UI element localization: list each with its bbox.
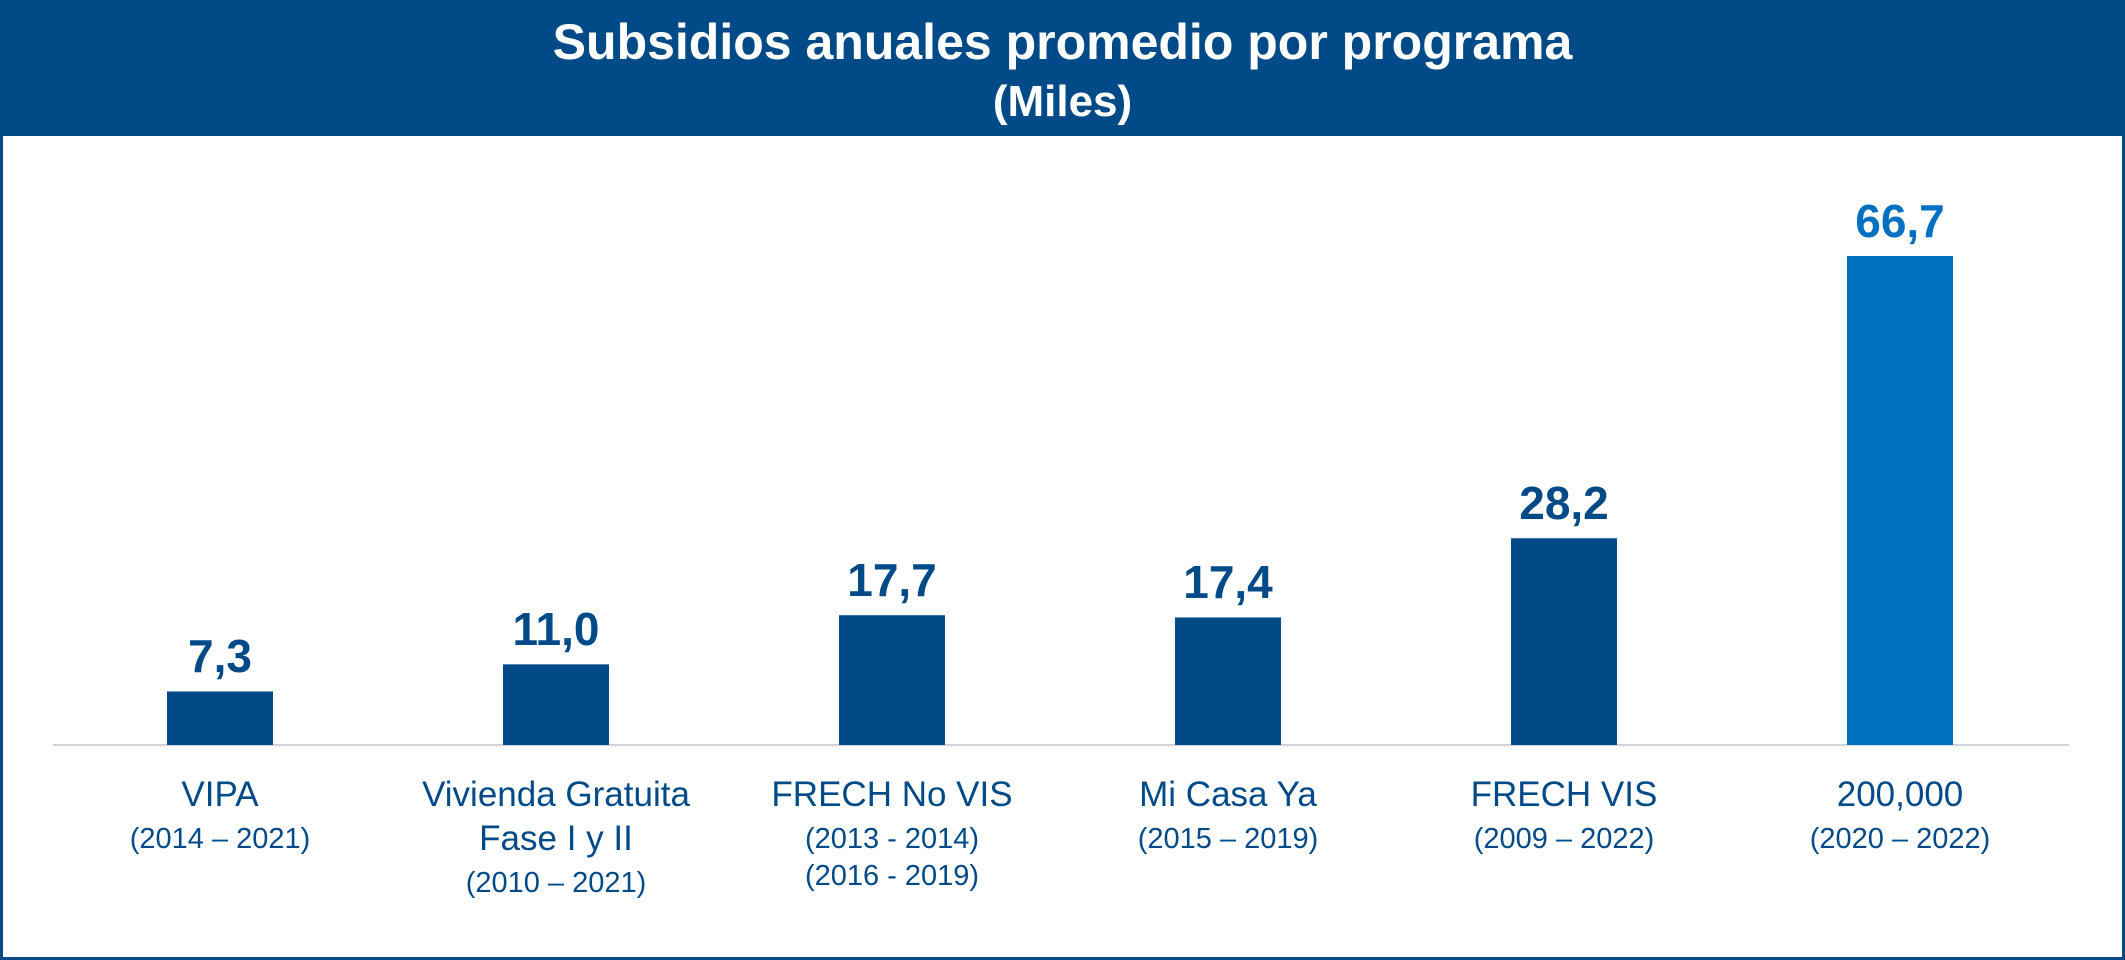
period-label: (2020 – 2022) (1809, 823, 1991, 855)
x-tick-label: VIPA (181, 775, 259, 814)
x-tick-label: 200,000 (1836, 775, 1964, 814)
value-label: 28,2 (1519, 477, 1609, 530)
x-tick-label: Vivienda Gratuita Fase I y II (422, 775, 690, 858)
period-label: (2009 – 2022) (1473, 823, 1655, 855)
plot (53, 256, 2069, 746)
x-tick-label: FRECH VIS (1470, 775, 1658, 814)
period-label: (2016 - 2019) (804, 860, 980, 892)
bar (1847, 256, 1953, 745)
x-tick-label: Mi Casa Ya (1139, 775, 1317, 814)
bar (839, 615, 945, 745)
period-label: (2015 – 2019) (1137, 823, 1319, 855)
header: Subsidios anuales promedio por programa … (3, 3, 2122, 136)
value-label: 17,7 (847, 554, 937, 607)
value-label: 7,3 (188, 630, 252, 683)
period-label: (2014 – 2021) (129, 823, 311, 855)
bar (1511, 538, 1617, 745)
value-label: 17,4 (1183, 556, 1273, 609)
chart-subtitle: (Miles) (992, 77, 1133, 126)
chart-title: Subsidios anuales promedio por programa (552, 14, 1573, 70)
bar (1175, 617, 1281, 745)
period-label: (2010 – 2021) (465, 867, 647, 899)
period-label: (2013 - 2014) (804, 823, 980, 855)
bar (503, 664, 609, 745)
bar (167, 691, 273, 745)
value-label: 11,0 (512, 603, 600, 656)
value-label: 66,7 (1855, 195, 1945, 247)
x-tick-label: FRECH No VIS (771, 775, 1013, 814)
